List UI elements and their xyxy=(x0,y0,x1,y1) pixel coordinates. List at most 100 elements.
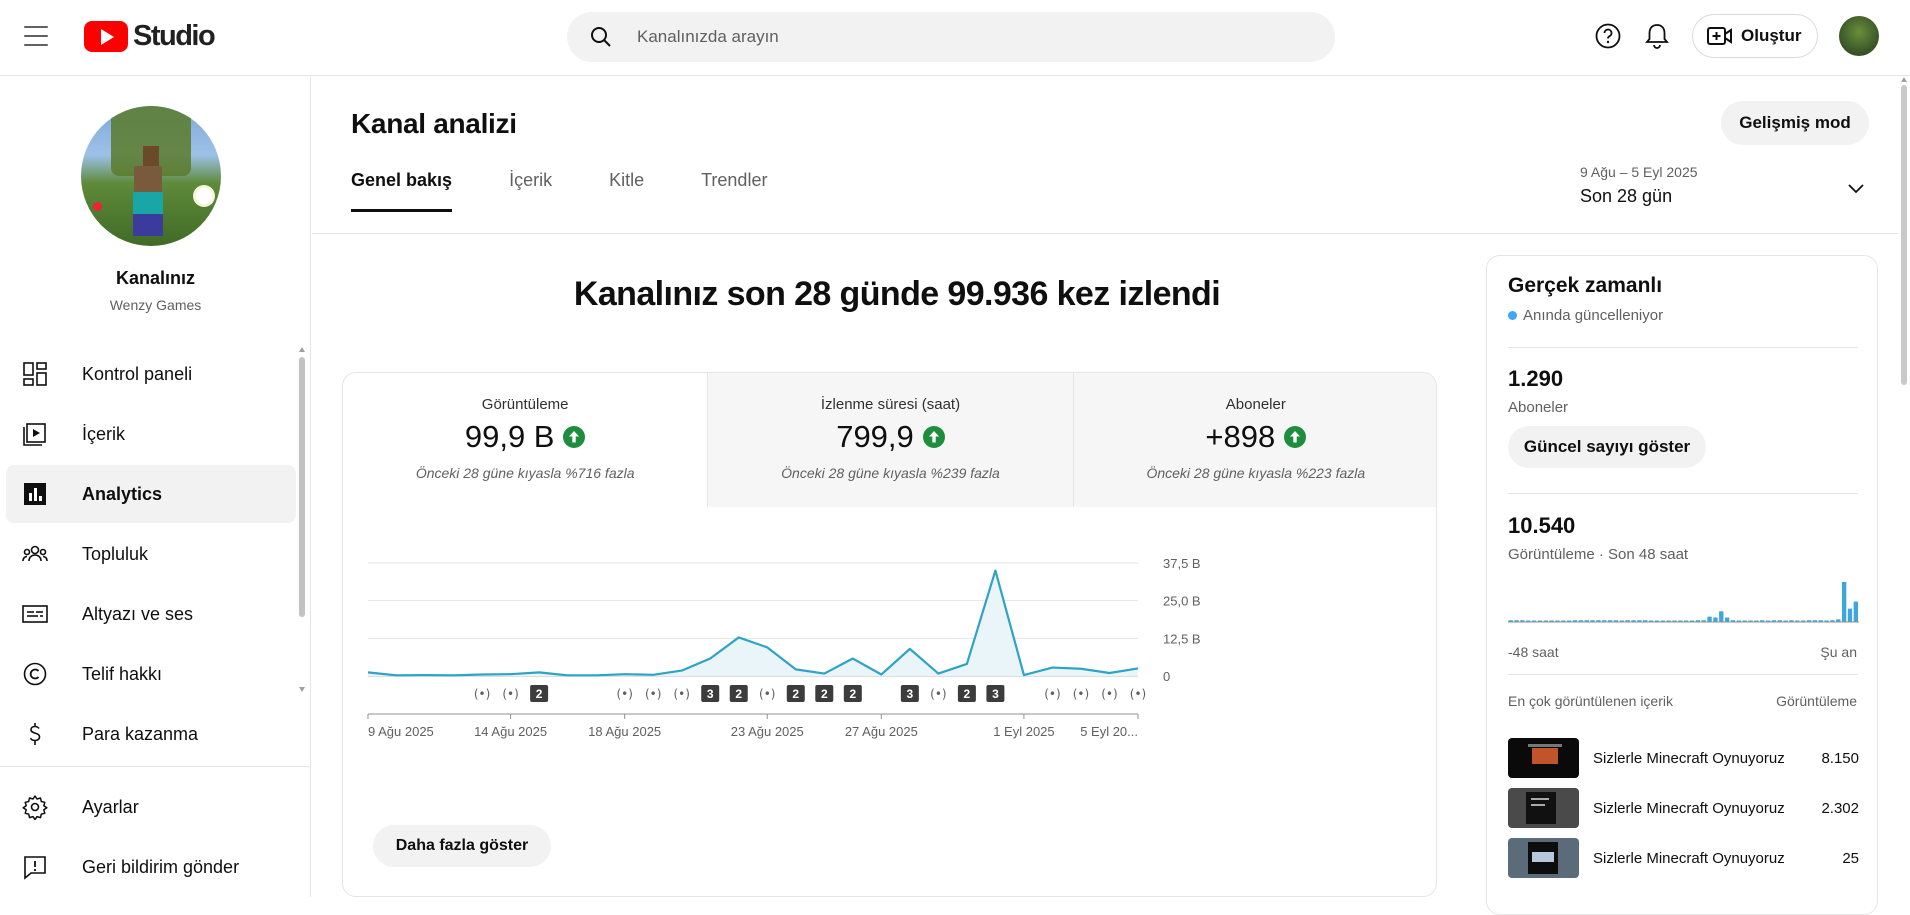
y-tick-label: 12,5 B xyxy=(1163,631,1201,646)
list-item[interactable]: Sizlerle Minecraft Oynuyoruz 25 xyxy=(1508,833,1859,883)
account-avatar[interactable] xyxy=(1839,16,1879,56)
x-tick-label: 14 Ağu 2025 xyxy=(474,724,547,739)
tab-content[interactable]: İçerik xyxy=(509,170,553,190)
metric-value-text: +898 xyxy=(1205,419,1276,454)
sidebar-item-label: Telif hakkı xyxy=(82,663,163,684)
main-content: Kanal analizi Gelişmiş mod Genel bakış İ… xyxy=(312,77,1898,915)
help-icon[interactable] xyxy=(1594,22,1622,50)
sparkline-bar xyxy=(1590,620,1595,622)
date-range-picker[interactable]: 9 Ağu – 5 Eyl 2025 Son 28 gün xyxy=(1580,164,1880,224)
live-stream-icon: (•) xyxy=(1044,687,1060,701)
tab-audience[interactable]: Kitle xyxy=(609,170,645,190)
metric-subscribers[interactable]: Aboneler +898 Önceki 28 güne kıyasla %22… xyxy=(1072,373,1436,507)
sidebar-item-subtitles[interactable]: Altyazı ve ses xyxy=(6,585,296,643)
sparkline-bar xyxy=(1801,620,1806,622)
sparkline-bar xyxy=(1602,620,1607,622)
advanced-mode-button[interactable]: Gelişmiş mod xyxy=(1721,101,1869,145)
live-stream-icon: (•) xyxy=(502,687,518,701)
realtime-card: Gerçek zamanlı Anında güncelleniyor 1.29… xyxy=(1486,255,1878,915)
upload-count-label: 2 xyxy=(964,687,971,701)
x-tick-label: 9 Ağu 2025 xyxy=(368,724,434,739)
sparkline-bar xyxy=(1567,620,1572,622)
bell-icon[interactable] xyxy=(1643,21,1671,51)
sparkline-bar xyxy=(1847,608,1853,622)
show-more-button[interactable]: Daha fazla göster xyxy=(373,825,551,867)
video-thumbnail xyxy=(1508,838,1579,878)
logo-text: Studio xyxy=(133,20,216,52)
realtime-subscribers-label: Aboneler xyxy=(1508,399,1569,416)
sparkline-bar xyxy=(1654,620,1660,622)
sparkline-bar xyxy=(1689,620,1695,622)
sidebar-item-analytics[interactable]: Analytics xyxy=(6,465,296,523)
sidebar-item-label: Geri bildirim gönder xyxy=(82,856,240,877)
sparkline-bar xyxy=(1631,620,1636,622)
studio-logo[interactable]: Studio xyxy=(84,20,216,53)
sparkline-bar xyxy=(1719,611,1724,622)
channel-avatar[interactable] xyxy=(81,106,221,246)
channel-name: Kanalınız xyxy=(115,268,195,288)
sparkline-end-label: Şu an xyxy=(1820,644,1857,660)
sparkline-bar xyxy=(1736,620,1741,622)
sparkline-bar xyxy=(1783,620,1788,622)
show-live-count-button[interactable]: Güncel sayıyı göster xyxy=(1508,426,1706,468)
sidebar-item-copyright[interactable]: Telif hakkı xyxy=(6,645,296,703)
sparkline-bar xyxy=(1789,620,1794,622)
x-tick-label: 23 Ağu 2025 xyxy=(731,724,804,739)
sparkline-bar xyxy=(1824,620,1829,622)
upload-count-marker xyxy=(843,685,862,702)
page-scrollbar[interactable] xyxy=(1898,77,1910,897)
sparkline-bar xyxy=(1853,601,1858,622)
sidebar-item-dashboard[interactable]: Kontrol paneli xyxy=(6,345,296,403)
metric-label: Görüntüleme xyxy=(481,396,569,413)
sparkline-bar xyxy=(1830,620,1835,622)
sidebar-nav: Kontrol paneli İçerik Analytics Topluluk… xyxy=(6,345,296,765)
sparkline-bar xyxy=(1648,620,1654,622)
sidebar-item-monetization[interactable]: Para kazanma xyxy=(6,705,296,763)
tab-trends[interactable]: Trendler xyxy=(701,170,768,190)
sidebar-item-community[interactable]: Topluluk xyxy=(6,525,296,583)
upload-count-label: 2 xyxy=(849,687,856,701)
sidebar-item-label: Topluluk xyxy=(82,543,149,564)
page-title: Kanal analizi xyxy=(351,108,517,139)
gear-icon xyxy=(22,795,48,820)
metric-label: Aboneler xyxy=(1225,396,1286,413)
top-content-views-header: Görüntüleme xyxy=(1776,693,1857,709)
sidebar-item-label: Analytics xyxy=(82,483,163,504)
metric-value: 799,9 xyxy=(708,419,1072,455)
metric-value-text: 799,9 xyxy=(836,419,914,454)
sidebar-scrollbar[interactable] xyxy=(299,347,305,692)
content-icon xyxy=(23,423,46,446)
sidebar-item-label: Altyazı ve ses xyxy=(82,603,194,624)
divider xyxy=(1508,674,1858,675)
sparkline-bar xyxy=(1561,620,1566,622)
sparkline-bar xyxy=(1572,620,1578,622)
metric-compare: Önceki 28 güne kıyasla %239 fazla xyxy=(781,465,1000,481)
search-icon[interactable] xyxy=(589,25,613,49)
video-views: 8.150 xyxy=(1821,749,1859,767)
sidebar-item-settings[interactable]: Ayarlar xyxy=(6,778,296,836)
sidebar-item-content[interactable]: İçerik xyxy=(6,405,296,463)
sidebar-item-feedback[interactable]: Geri bildirim gönder xyxy=(6,838,296,896)
tab-overview[interactable]: Genel bakış xyxy=(351,170,453,212)
views-chart: 0 12,5 B 25,0 B 37,5 B (•) (•) 2 (•) (•) (•) 3 2 (•)… xyxy=(367,556,1201,739)
sparkline-bar xyxy=(1666,620,1671,622)
sparkline-bar xyxy=(1765,620,1771,622)
create-button[interactable]: Oluştur xyxy=(1692,14,1818,58)
metric-views[interactable]: Görüntüleme 99,9 B Önceki 28 güne kıyasl… xyxy=(343,373,707,507)
upload-count-marker xyxy=(729,685,748,702)
sparkline-bar xyxy=(1818,620,1823,622)
menu-icon[interactable] xyxy=(24,26,48,46)
search-bar xyxy=(567,12,1335,62)
chevron-down-icon xyxy=(1848,184,1864,194)
sparkline-bar xyxy=(1526,620,1531,622)
metric-watch-time[interactable]: İzlenme süresi (saat) 799,9 Önceki 28 gü… xyxy=(707,373,1073,507)
live-stream-icon: (•) xyxy=(645,687,661,701)
list-item[interactable]: Sizlerle Minecraft Oynuyoruz 2.302 xyxy=(1508,783,1859,833)
list-item[interactable]: Sizlerle Minecraft Oynuyoruz 8.150 xyxy=(1508,733,1859,783)
upload-count-marker xyxy=(786,685,805,702)
date-range-text: 9 Ağu – 5 Eyl 2025 xyxy=(1580,164,1698,180)
live-stream-icon: (•) xyxy=(759,687,775,701)
sparkline-bar xyxy=(1537,620,1543,622)
sparkline-bar xyxy=(1508,620,1513,622)
search-input[interactable] xyxy=(637,22,1297,52)
